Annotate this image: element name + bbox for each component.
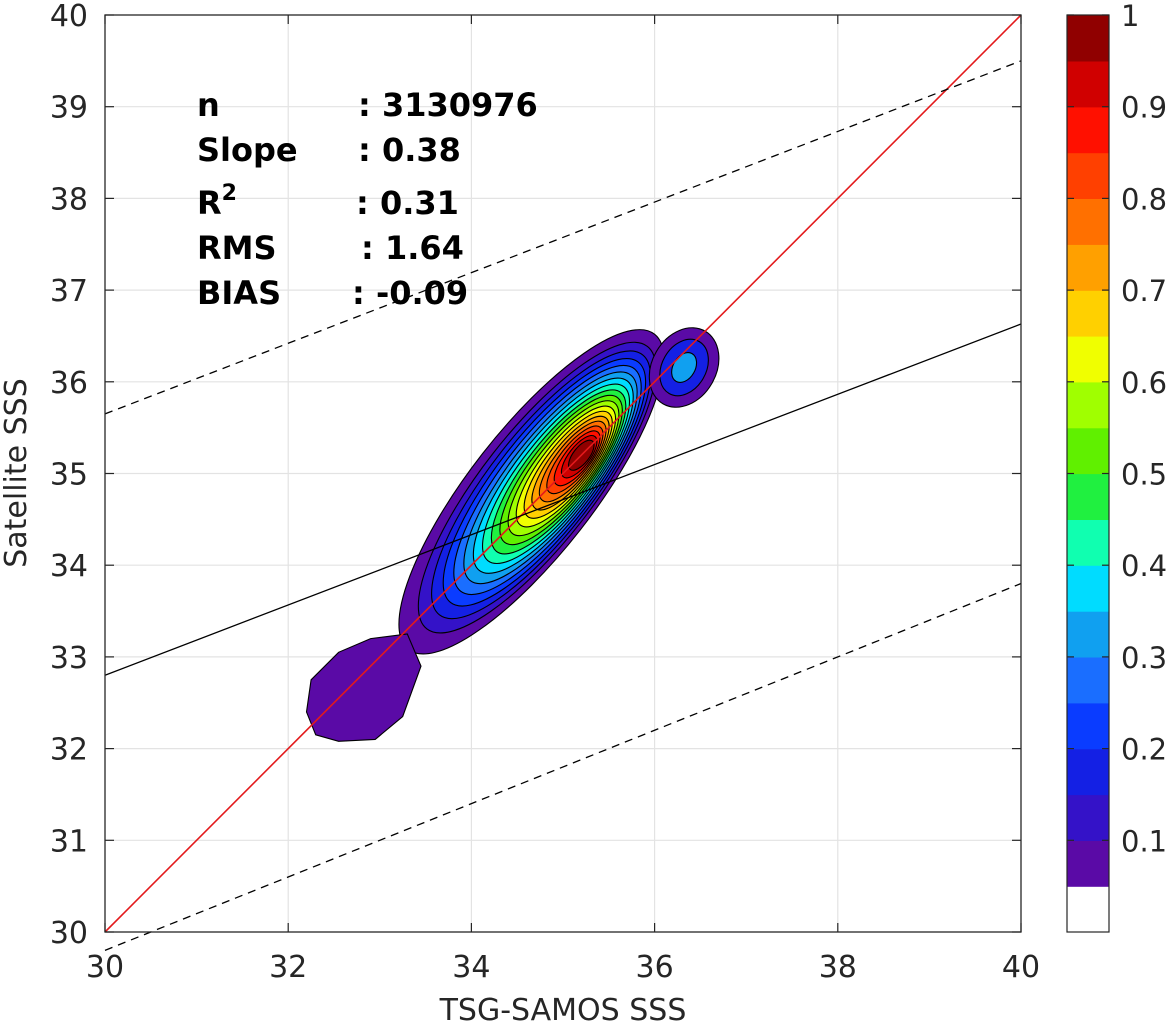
density-contours [305, 327, 720, 742]
reference-lines [104, 14, 1022, 951]
y-tick-label: 38 [50, 182, 88, 217]
stat-label: RMS [197, 229, 277, 267]
colorbar-segment [1067, 60, 1109, 108]
colorbar-tick-label: 1 [1121, 0, 1139, 33]
stat-value: : 0.38 [358, 131, 461, 169]
identity-line [104, 14, 1022, 933]
colorbar-tick-label: 0.1 [1121, 824, 1167, 858]
colorbar-segment [1067, 244, 1109, 291]
grid-lines [105, 15, 1021, 932]
axis-ticks: 30 32 34 36 38 40 30 31 32 33 34 35 36 37 38 39 40 [50, 0, 1040, 985]
y-tick-label: 36 [50, 366, 88, 401]
stat-value: : 1.64 [361, 229, 464, 267]
colorbar-segment [1067, 473, 1109, 520]
colorbar-tick-label: 0.8 [1121, 182, 1167, 216]
colorbar-segment [1067, 611, 1109, 658]
y-tick-label: 35 [50, 458, 88, 493]
stat-value: : 0.31 [356, 184, 459, 222]
regression-line [104, 323, 1022, 676]
colorbar-segment [1067, 886, 1109, 933]
x-axis-label: TSG-SAMOS SSS [439, 993, 687, 1028]
colorbar-tick-label: 0.7 [1121, 274, 1167, 308]
colorbar-tick-label: 0.2 [1121, 733, 1167, 767]
y-axis-label: Satellite SSS [0, 378, 34, 568]
y-tick-label: 30 [50, 916, 88, 951]
colorbar-tick-label: 0.6 [1121, 366, 1167, 400]
colorbar-segment [1067, 335, 1109, 383]
stat-value: : -0.09 [352, 274, 468, 312]
colorbar-segment [1067, 702, 1109, 750]
y-tick-label: 39 [50, 91, 88, 126]
colorbar-tick-label: 0.3 [1121, 641, 1167, 675]
colorbar-segment [1067, 565, 1109, 612]
colorbar-segment [1067, 106, 1109, 154]
stat-superscript: 2 [222, 181, 237, 206]
x-tick-label: 40 [1002, 950, 1040, 985]
stat-label: BIAS [197, 274, 281, 312]
colorbar-segment [1067, 198, 1109, 245]
y-tick-label: 31 [50, 824, 88, 859]
y-tick-label: 40 [50, 0, 88, 34]
colorbar-tick-label: 0.4 [1121, 549, 1167, 583]
x-tick-label: 36 [636, 950, 674, 985]
lower-bound-line [104, 582, 1022, 951]
y-tick-label: 37 [50, 274, 88, 309]
colorbar-segment [1067, 15, 1109, 62]
stat-label: n [197, 86, 220, 124]
y-tick-label: 34 [50, 549, 88, 584]
colorbar-tick-label: 0.5 [1121, 458, 1167, 492]
upper-bound-line [104, 60, 1022, 415]
colorbar-segment [1067, 427, 1109, 475]
colorbar-segment [1067, 840, 1109, 887]
y-tick-label: 33 [50, 641, 88, 676]
colorbar: 0.1 0.2 0.3 0.4 0.5 0.6 0.7 0.8 0.9 1 [1066, 0, 1167, 933]
x-tick-label: 34 [452, 950, 490, 985]
y-tick-label: 32 [50, 733, 88, 768]
stat-label: R2 [197, 181, 237, 222]
x-tick-label: 30 [86, 950, 124, 985]
colorbar-segment [1067, 381, 1109, 429]
x-tick-label: 38 [819, 950, 857, 985]
colorbar-segment [1067, 290, 1109, 337]
colorbar-segment [1067, 152, 1109, 199]
colorbar-segment [1067, 794, 1109, 841]
statistics-box: n : 3130976 Slope : 0.38 R2 : 0.31 RMS : 1.64 BI… [197, 86, 538, 312]
x-tick-label: 32 [269, 950, 307, 985]
stat-value: : 3130976 [358, 86, 538, 124]
colorbar-segment [1067, 656, 1109, 704]
colorbar-segment [1067, 748, 1109, 796]
colorbar-segment [1067, 519, 1109, 566]
density-contour-level [305, 633, 422, 742]
colorbar-tick-label: 0.9 [1121, 91, 1167, 125]
stat-label: Slope [197, 131, 298, 169]
